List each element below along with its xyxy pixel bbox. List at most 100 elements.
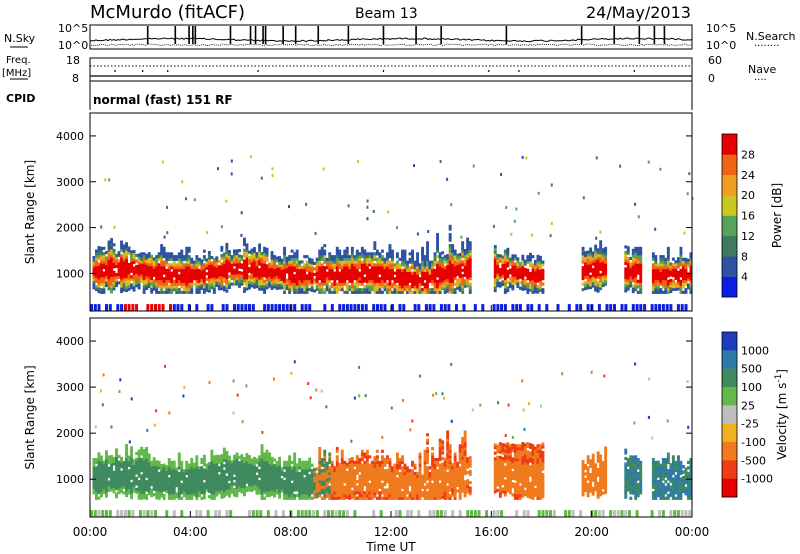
- velocity-cell: [413, 491, 417, 495]
- power-cell: [200, 264, 204, 268]
- velocity-cell: [122, 485, 126, 490]
- power-cell: [386, 288, 389, 292]
- power-cell: [217, 276, 221, 280]
- power-cell: [360, 249, 364, 253]
- power-cell: [122, 266, 126, 270]
- ground-scatter-cell: [345, 304, 349, 311]
- power-cell: [142, 285, 146, 289]
- power-cell: [137, 269, 141, 273]
- velocity-cell: [441, 457, 445, 461]
- power-cell: [263, 255, 266, 259]
- power-cell: [388, 260, 392, 264]
- velocity-cell: [388, 491, 392, 495]
- velocity-cell: [275, 469, 279, 473]
- velocity-cell: [426, 494, 429, 498]
- power-cell: [185, 257, 189, 261]
- power-cell: [639, 257, 643, 261]
- power-cell: [248, 256, 251, 260]
- power-cell: [671, 282, 675, 286]
- y-tick-label: 4000: [56, 130, 84, 143]
- power-cell: [396, 271, 399, 275]
- ground-scatter-cell: [575, 304, 579, 311]
- ground-scatter-cell: [357, 304, 361, 311]
- power-cell: [195, 263, 199, 267]
- sparse-echo: [619, 164, 622, 168]
- power-cell: [601, 284, 605, 288]
- velocity-cell: [348, 485, 352, 489]
- power-cell: [258, 287, 261, 291]
- power-cell: [97, 254, 101, 258]
- power-cell: [539, 275, 542, 279]
- power-cell: [100, 271, 103, 275]
- ground-scatter-cell: [424, 304, 428, 311]
- velocity-cell: [157, 491, 161, 495]
- velocity-cell: [180, 466, 184, 470]
- power-cell: [368, 282, 372, 286]
- velocity-cell: [408, 491, 412, 495]
- velocity-cell: [340, 469, 344, 473]
- velocity-cell: [370, 496, 374, 500]
- ground-scatter-cell: [323, 304, 327, 311]
- power-cell: [639, 288, 643, 292]
- power-cell: [388, 288, 392, 292]
- velocity-cell: [358, 463, 362, 467]
- power-cell: [295, 290, 299, 294]
- power-cell: [318, 260, 322, 264]
- velocity-cell: [200, 485, 204, 489]
- power-cell: [280, 277, 284, 281]
- power-cell: [436, 290, 439, 294]
- power-cell: [235, 254, 239, 259]
- velocity-cell: [320, 469, 324, 473]
- power-cell: [451, 244, 455, 248]
- power-cell: [365, 268, 369, 272]
- power-cell: [363, 263, 367, 267]
- velocity-cell: [187, 482, 191, 487]
- power-cell: [190, 274, 194, 278]
- velocity-cell: [263, 488, 266, 492]
- velocity-cell: [370, 482, 374, 487]
- sparse-echo: [314, 231, 317, 235]
- velocity-cell: [135, 482, 139, 486]
- power-cell: [496, 253, 500, 257]
- velocity-cell: [298, 471, 302, 476]
- velocity-cell: [167, 496, 171, 500]
- power-cell: [305, 288, 309, 292]
- velocity-cell: [408, 494, 412, 498]
- power-cell: [393, 263, 397, 267]
- velocity-cell: [145, 469, 149, 473]
- velocity-cell: [127, 477, 131, 481]
- velocity-cell: [97, 482, 101, 486]
- colorbar-swatch: [722, 235, 737, 257]
- velocity-cell: [147, 489, 151, 493]
- power-cell: [248, 269, 251, 273]
- ground-scatter-cell: [349, 304, 353, 311]
- power-cell: [250, 270, 254, 274]
- sparse-echo: [366, 217, 369, 221]
- velocity-cell: [360, 471, 364, 476]
- power-cell: [293, 260, 297, 264]
- velocity-cell: [177, 488, 181, 492]
- power-cell: [360, 268, 364, 272]
- velocity-cell: [378, 477, 382, 481]
- power-cell: [243, 254, 246, 258]
- power-cell: [165, 279, 169, 283]
- power-cell: [353, 271, 357, 275]
- velocity-cell: [278, 484, 281, 488]
- power-cell: [378, 282, 382, 286]
- velocity-cell: [258, 491, 261, 495]
- velocity-cell: [135, 471, 139, 475]
- power-cell: [661, 279, 665, 283]
- ground-scatter-cell: [639, 304, 643, 311]
- power-cell: [345, 252, 349, 256]
- power-cell: [180, 266, 184, 270]
- power-cell: [345, 257, 349, 261]
- power-cell: [398, 282, 402, 286]
- power-cell: [97, 284, 101, 288]
- power-cell: [383, 266, 387, 270]
- velocity-cell: [438, 438, 442, 442]
- power-cell: [160, 252, 164, 256]
- power-cell: [674, 287, 678, 291]
- velocity-cell: [210, 494, 214, 498]
- power-cell: [531, 279, 535, 283]
- ground-scatter-cell: [398, 304, 402, 311]
